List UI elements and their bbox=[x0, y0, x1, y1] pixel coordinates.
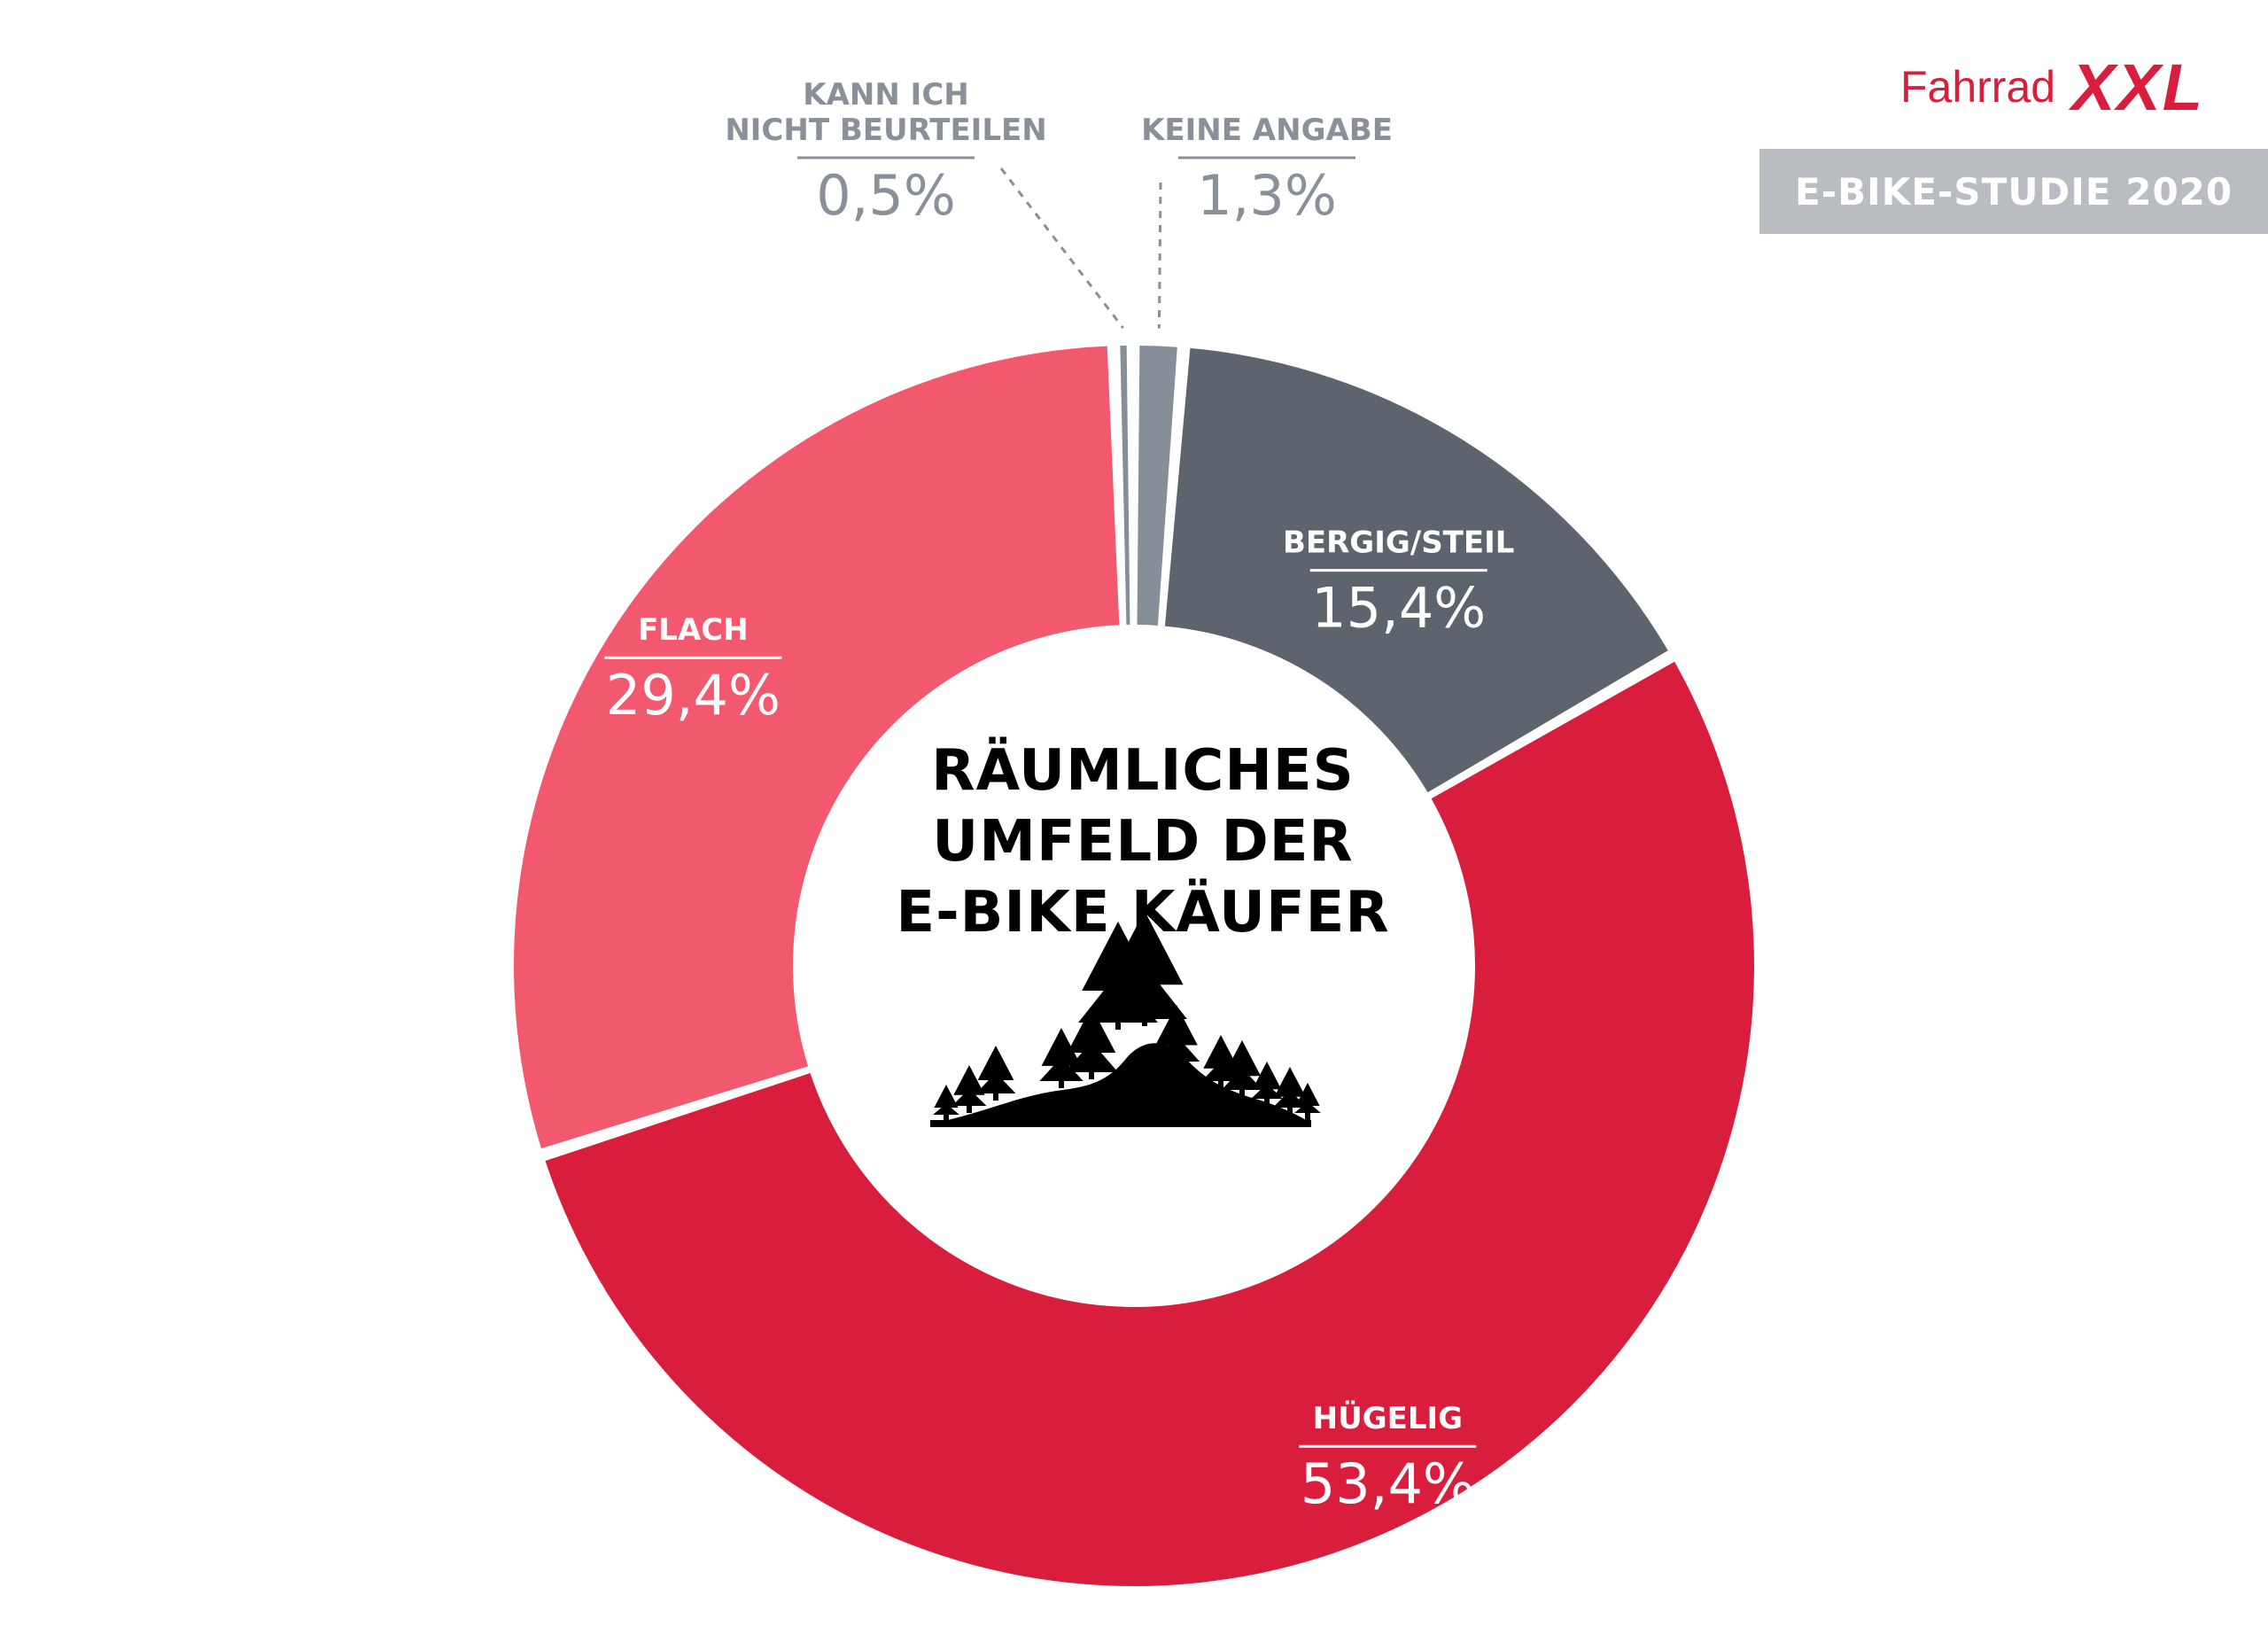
slice-labels: BERGIG/STEIL 15,4% HÜGELIG 53,4% FLACH 29,4% K… bbox=[604, 77, 1514, 1516]
slice-keine-angabe bbox=[1137, 346, 1177, 626]
tree-icon bbox=[1102, 911, 1187, 1019]
tree-trunk bbox=[944, 1113, 949, 1122]
tree-trunk bbox=[967, 1104, 972, 1113]
tree-icon bbox=[1039, 1028, 1084, 1081]
tree-icon bbox=[975, 1046, 1016, 1093]
study-banner: E-BIKE-STUDIE 2020 bbox=[1759, 149, 2268, 234]
center-title-line-2: UMFELD DER bbox=[932, 809, 1354, 875]
hill-with-trees-icon bbox=[930, 911, 1321, 1127]
tree-trunk bbox=[993, 1092, 998, 1101]
slice-label-huegelig: HÜGELIG bbox=[1313, 1400, 1463, 1436]
outside-label-line: NICHT BEURTEILEN bbox=[725, 113, 1046, 148]
tree-icon bbox=[1272, 1067, 1308, 1108]
tree-icon bbox=[1251, 1062, 1283, 1099]
slice-value-flach: 29,4% bbox=[606, 663, 781, 728]
tree-trunk bbox=[1174, 1060, 1179, 1069]
outside-label-keine-angabe: KEINE ANGABE 1,3% bbox=[1141, 113, 1393, 329]
leader-line bbox=[1157, 182, 1162, 329]
slice-kann-ich-nicht-beurteilen bbox=[1120, 346, 1130, 626]
tree-trunk bbox=[1239, 1088, 1245, 1097]
outside-value: 0,5% bbox=[816, 163, 956, 228]
tree-icon bbox=[1294, 1083, 1321, 1113]
outside-label-line: KEINE ANGABE bbox=[1141, 113, 1393, 148]
hill-ground bbox=[930, 1120, 1311, 1127]
fahrrad-xxl-logo: Fahrrad XXL bbox=[1900, 50, 2204, 124]
tree-trunk bbox=[1218, 1079, 1223, 1088]
slice-flach bbox=[513, 346, 1120, 1149]
slice-label-bergig-steil: BERGIG/STEIL bbox=[1283, 525, 1514, 561]
logo-brand-mark: XXL bbox=[2071, 50, 2204, 124]
tree-icon bbox=[1065, 1007, 1118, 1072]
center-title-line-1: RÄUMLICHES bbox=[931, 738, 1355, 804]
tree-trunk bbox=[1089, 1070, 1094, 1079]
leader-line bbox=[999, 167, 1124, 330]
slice-value-bergig-steil: 15,4% bbox=[1311, 576, 1486, 641]
slice-value-huegelig: 53,4% bbox=[1301, 1451, 1475, 1516]
tree-trunk bbox=[1305, 1111, 1310, 1120]
tree-trunk bbox=[1264, 1097, 1270, 1106]
outside-label-line: KANN ICH bbox=[803, 77, 968, 113]
tree-trunk bbox=[1115, 1021, 1121, 1030]
tree-icon bbox=[1201, 1035, 1240, 1081]
tree-trunk bbox=[1142, 1017, 1147, 1026]
center-title-line-3: E-BIKE KÄUFER bbox=[896, 880, 1390, 945]
chart-center-title: RÄUMLICHES UMFELD DER E-BIKE KÄUFER bbox=[877, 735, 1409, 948]
slice-huegelig bbox=[545, 661, 1754, 1586]
tree-trunk bbox=[1059, 1079, 1064, 1088]
outside-value: 1,3% bbox=[1197, 163, 1337, 228]
slice-label-flach: FLACH bbox=[638, 612, 749, 648]
tree-icon bbox=[933, 1085, 959, 1115]
tree-icon bbox=[1153, 1005, 1200, 1062]
tree-trunk bbox=[1287, 1106, 1293, 1115]
hill-shape bbox=[939, 1043, 1309, 1122]
tree-icon bbox=[951, 1065, 987, 1106]
logo-brand-text: Fahrrad bbox=[1900, 62, 2056, 112]
tree-icon bbox=[1221, 1040, 1263, 1090]
